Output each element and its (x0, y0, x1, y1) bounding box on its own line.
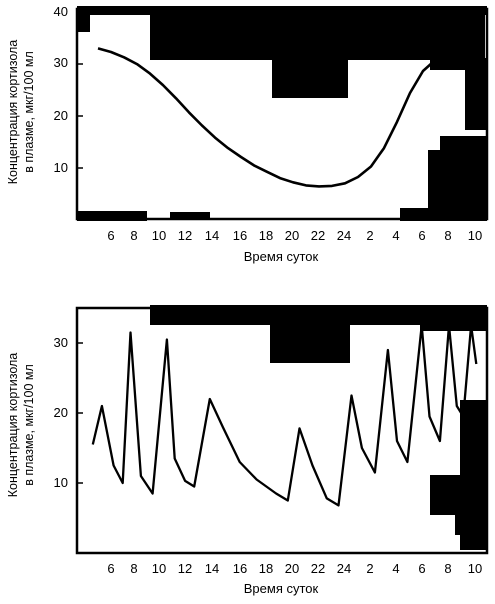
x-tick-label: 4 (392, 561, 399, 576)
x-tick-label: 6 (107, 561, 114, 576)
y-tick-label: 20 (54, 108, 68, 123)
x-tick-label: 4 (392, 228, 399, 243)
x-tick-label: 12 (178, 561, 192, 576)
x-tick-label: 10 (468, 228, 482, 243)
x-tick-label: 6 (107, 228, 114, 243)
x-tick-label: 14 (205, 561, 219, 576)
y-axis-label: Концентрация кортизола в плазме, мкг/100… (6, 40, 36, 185)
y-axis-label: Концентрация кортизола в плазме, мкг/100… (6, 353, 36, 498)
x-ticks-bottom: 6 8 10 12 14 16 18 20 22 24 2 4 6 8 10 (107, 561, 482, 576)
x-tick-label: 2 (366, 228, 373, 243)
scan-artifacts-top (77, 6, 487, 221)
x-tick-label: 24 (337, 561, 351, 576)
x-tick-label: 18 (259, 561, 273, 576)
y-axis-label-line-2: в плазме, мкг/100 мл (22, 364, 36, 486)
x-tick-label: 22 (311, 561, 325, 576)
x-tick-label: 10 (152, 561, 166, 576)
x-tick-label: 10 (152, 228, 166, 243)
x-tick-label: 8 (444, 228, 451, 243)
x-tick-label: 16 (233, 561, 247, 576)
y-tick-label: 20 (54, 405, 68, 420)
plot-frame-top (75, 7, 489, 221)
x-tick-label: 8 (444, 561, 451, 576)
y-ticks-bottom: 30 20 10 (54, 335, 83, 490)
x-tick-label: 8 (130, 228, 137, 243)
y-axis-label-line-1: Концентрация кортизола (6, 40, 20, 185)
x-tick-label: 14 (205, 228, 219, 243)
chart-top: 40 30 20 10 6 8 10 12 14 16 18 20 22 24 (6, 4, 489, 264)
y-tick-label: 10 (54, 475, 68, 490)
x-tick-label: 18 (259, 228, 273, 243)
x-axis-label: Время суток (244, 249, 319, 264)
x-tick-label: 2 (366, 561, 373, 576)
x-tick-label: 6 (418, 561, 425, 576)
x-tick-label: 16 (233, 228, 247, 243)
x-ticks-top: 6 8 10 12 14 16 18 20 22 24 2 4 6 8 10 (107, 228, 482, 243)
cortisol-curve-top (97, 47, 463, 188)
y-ticks-top: 40 30 20 10 (54, 4, 83, 175)
y-axis-label-line-1: Концентрация кортизола (6, 353, 20, 498)
cortisol-curve-bottom (91, 324, 478, 507)
plot-frame-bottom (75, 306, 489, 555)
x-tick-label: 20 (285, 228, 299, 243)
x-tick-label: 20 (285, 561, 299, 576)
y-tick-label: 30 (54, 335, 68, 350)
x-tick-label: 12 (178, 228, 192, 243)
x-axis-label: Время суток (244, 581, 319, 596)
x-tick-label: 8 (130, 561, 137, 576)
x-tick-label: 6 (418, 228, 425, 243)
chart-bottom: 30 20 10 6 8 10 12 14 16 18 20 22 24 2 4 (6, 305, 489, 596)
x-tick-label: 10 (468, 561, 482, 576)
y-tick-label: 30 (54, 55, 68, 70)
y-tick-label: 40 (54, 4, 68, 19)
scan-artifacts-bottom (150, 305, 487, 550)
y-axis-label-line-2: в плазме, мкг/100 мл (22, 51, 36, 173)
y-tick-label: 10 (54, 160, 68, 175)
x-tick-label: 22 (311, 228, 325, 243)
x-tick-label: 24 (337, 228, 351, 243)
